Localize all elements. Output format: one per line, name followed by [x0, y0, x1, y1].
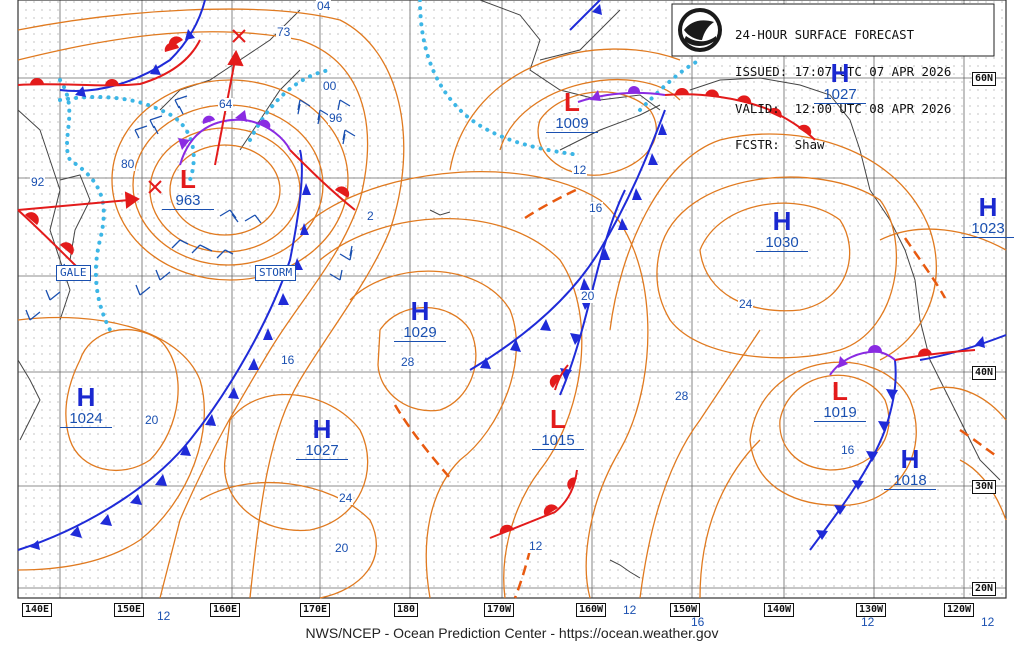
troughs: [393, 186, 996, 599]
longitude-label: 150E: [114, 603, 145, 617]
high-pressure-center: H 1027: [296, 416, 348, 460]
isobar-label: 28: [674, 389, 690, 403]
high-symbol: H: [76, 382, 96, 412]
isobar-label: 64: [218, 97, 234, 111]
latitude-label: 30N: [972, 480, 997, 494]
motion-arrows: [17, 49, 244, 211]
isobar-label: 12: [572, 163, 588, 177]
forecast-header: 24-HOUR SURFACE FORECAST ISSUED: 17:07 U…: [735, 5, 951, 164]
isobar-label: 12: [156, 609, 172, 623]
occluded-front-symbols: [178, 86, 882, 368]
longitude-label: 140W: [764, 603, 795, 617]
isobar-label: 73: [276, 25, 292, 39]
high-pressure-center: H 1024: [60, 384, 112, 428]
high-symbol: H: [978, 192, 998, 222]
isobar-label: 20: [144, 413, 160, 427]
wind-barbs: [25, 95, 356, 321]
isobar-label: 16: [588, 201, 604, 215]
pressure-value: 1027: [296, 442, 348, 460]
isobar-label: 28: [400, 355, 416, 369]
warning-label: GALE: [56, 265, 91, 281]
low-pressure-center: L 1019: [814, 378, 866, 422]
longitude-label: 160E: [210, 603, 241, 617]
latitude-label: 40N: [972, 366, 997, 380]
isobar-label: 2: [366, 209, 375, 223]
isobar-label: 16: [280, 353, 296, 367]
longitude-label: 140E: [22, 603, 53, 617]
high-symbol: H: [900, 444, 920, 474]
low-symbol: L: [180, 164, 196, 194]
longitude-label: 160W: [576, 603, 607, 617]
pressure-value: 1023: [962, 220, 1014, 238]
cold-front-barbs: [30, 4, 985, 550]
isobar-label: 12: [622, 603, 638, 617]
low-pressure-center: L 1015: [532, 406, 584, 450]
forecaster: FCSTR: Shaw: [735, 137, 825, 153]
pressure-value: 1030: [756, 234, 808, 252]
longitude-label: 180: [394, 603, 419, 617]
isobar-label: 04: [316, 0, 332, 13]
pressure-value: 1015: [532, 432, 584, 450]
high-symbol: H: [772, 206, 792, 236]
pressure-value: 1009: [546, 115, 598, 133]
pressure-value: 1024: [60, 410, 112, 428]
warning-label: STORM: [255, 265, 297, 281]
isobar-label: 16: [840, 443, 856, 457]
isobar-label: 96: [328, 111, 344, 125]
isobar-label: 80: [120, 157, 136, 171]
latitude-label: 20N: [972, 582, 997, 596]
high-symbol: H: [312, 414, 332, 444]
isobar-label: 00: [322, 79, 338, 93]
isobar-label: 92: [30, 175, 46, 189]
low-symbol: L: [832, 376, 848, 406]
warm-front-bumps: [25, 36, 932, 534]
high-pressure-center: H 1027: [814, 60, 866, 104]
isobar-label: 20: [334, 541, 350, 555]
forecast-title: 24-HOUR SURFACE FORECAST: [735, 27, 915, 43]
high-pressure-center: H 1018: [884, 446, 936, 490]
isobar-label: 24: [338, 491, 354, 505]
longitude-label: 170W: [484, 603, 515, 617]
past-position-markers: [148, 29, 246, 194]
longitude-label: 130W: [856, 603, 887, 617]
high-pressure-center: H 1030: [756, 208, 808, 252]
noaa-logo: [678, 8, 722, 52]
isobar-label: 12: [980, 615, 996, 629]
pressure-value: 963: [162, 192, 214, 210]
valid-time: VALID: 12:00 UTC 08 APR 2026: [735, 100, 952, 116]
pressure-value: 1027: [814, 86, 866, 104]
low-symbol: L: [550, 404, 566, 434]
isobar-label: 12: [528, 539, 544, 553]
low-symbol: L: [564, 87, 580, 117]
high-pressure-center: H 1029: [394, 298, 446, 342]
ice-edge: [58, 0, 702, 332]
footer-credit: NWS/NCEP - Ocean Prediction Center - htt…: [305, 625, 719, 641]
pressure-value: 1029: [394, 324, 446, 342]
header-box: [671, 3, 995, 57]
pressure-value: 1018: [884, 472, 936, 490]
high-symbol: H: [410, 296, 430, 326]
isobar-label: 12: [860, 615, 876, 629]
high-pressure-center: H 1023: [962, 194, 1014, 238]
longitude-label: 170E: [300, 603, 331, 617]
latitude-label: 60N: [972, 72, 997, 86]
high-symbol: H: [830, 58, 850, 88]
longitude-label: 150W: [670, 603, 701, 617]
isobar-label: 20: [580, 289, 596, 303]
issued-time: ISSUED: 17:07 UTC 07 APR 2026: [735, 64, 952, 79]
pressure-value: 1019: [814, 404, 866, 422]
cold-fronts: [17, 0, 1007, 551]
low-pressure-center: L 963: [162, 166, 214, 210]
map-background: [18, 0, 1006, 598]
isobar-label: 16: [690, 615, 706, 629]
longitude-label: 120W: [944, 603, 975, 617]
isobar-label: 24: [738, 297, 754, 311]
low-pressure-center: L 1009: [546, 89, 598, 133]
